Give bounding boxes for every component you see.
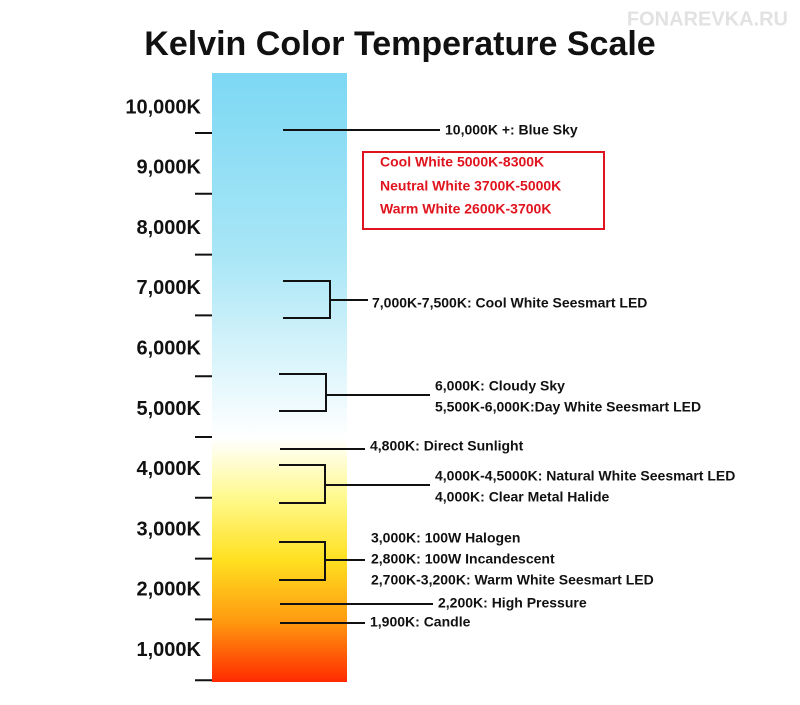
axis-label: 1,000K xyxy=(137,639,202,661)
axis-label: 3,000K xyxy=(137,518,202,540)
annotation: 4,000K-4,5000K: Natural White Seesmart L… xyxy=(435,468,735,484)
leaders xyxy=(279,129,440,624)
annotation: 2,200K: High Pressure xyxy=(438,595,587,611)
annotation: 5,500K-6,000K:Day White Seesmart LED xyxy=(435,399,701,415)
axis: 10,000K 9,000K 8,000K 7,000K 6,000K 5,000K 4,0… xyxy=(125,96,212,682)
axis-label: 10,000K xyxy=(125,96,201,118)
annotation: 6,000K: Cloudy Sky xyxy=(435,378,565,394)
annotation: 10,000K +: Blue Sky xyxy=(445,122,578,138)
annotation: 4,800K: Direct Sunlight xyxy=(370,438,524,454)
annotation: 1,900K: Candle xyxy=(370,614,471,630)
axis-label: 4,000K xyxy=(137,458,202,480)
title: Kelvin Color Temperature Scale xyxy=(144,25,655,63)
annotation: 3,000K: 100W Halogen xyxy=(371,530,520,546)
axis-label: 6,000K xyxy=(137,337,202,359)
axis-label: 7,000K xyxy=(137,277,202,299)
axis-label: 5,000K xyxy=(137,398,202,420)
axis-label: 9,000K xyxy=(137,157,202,179)
legend-item: Neutral White 3700K-5000K xyxy=(380,178,561,194)
legend-box xyxy=(362,151,605,230)
axis-label: 8,000K xyxy=(137,217,202,239)
annotation: 2,700K-3,200K: Warm White Seesmart LED xyxy=(371,572,654,588)
annotation: 2,800K: 100W Incandescent xyxy=(371,551,555,567)
legend-item: Warm White 2600K-3700K xyxy=(380,201,551,217)
legend-item: Cool White 5000K-8300K xyxy=(380,154,544,170)
annotation: 4,000K: Clear Metal Halide xyxy=(435,489,610,505)
watermark: FONAREVKA.RU xyxy=(627,8,788,30)
axis-label: 2,000K xyxy=(137,579,202,601)
annotation: 7,000K-7,500K: Cool White Seesmart LED xyxy=(372,295,647,311)
